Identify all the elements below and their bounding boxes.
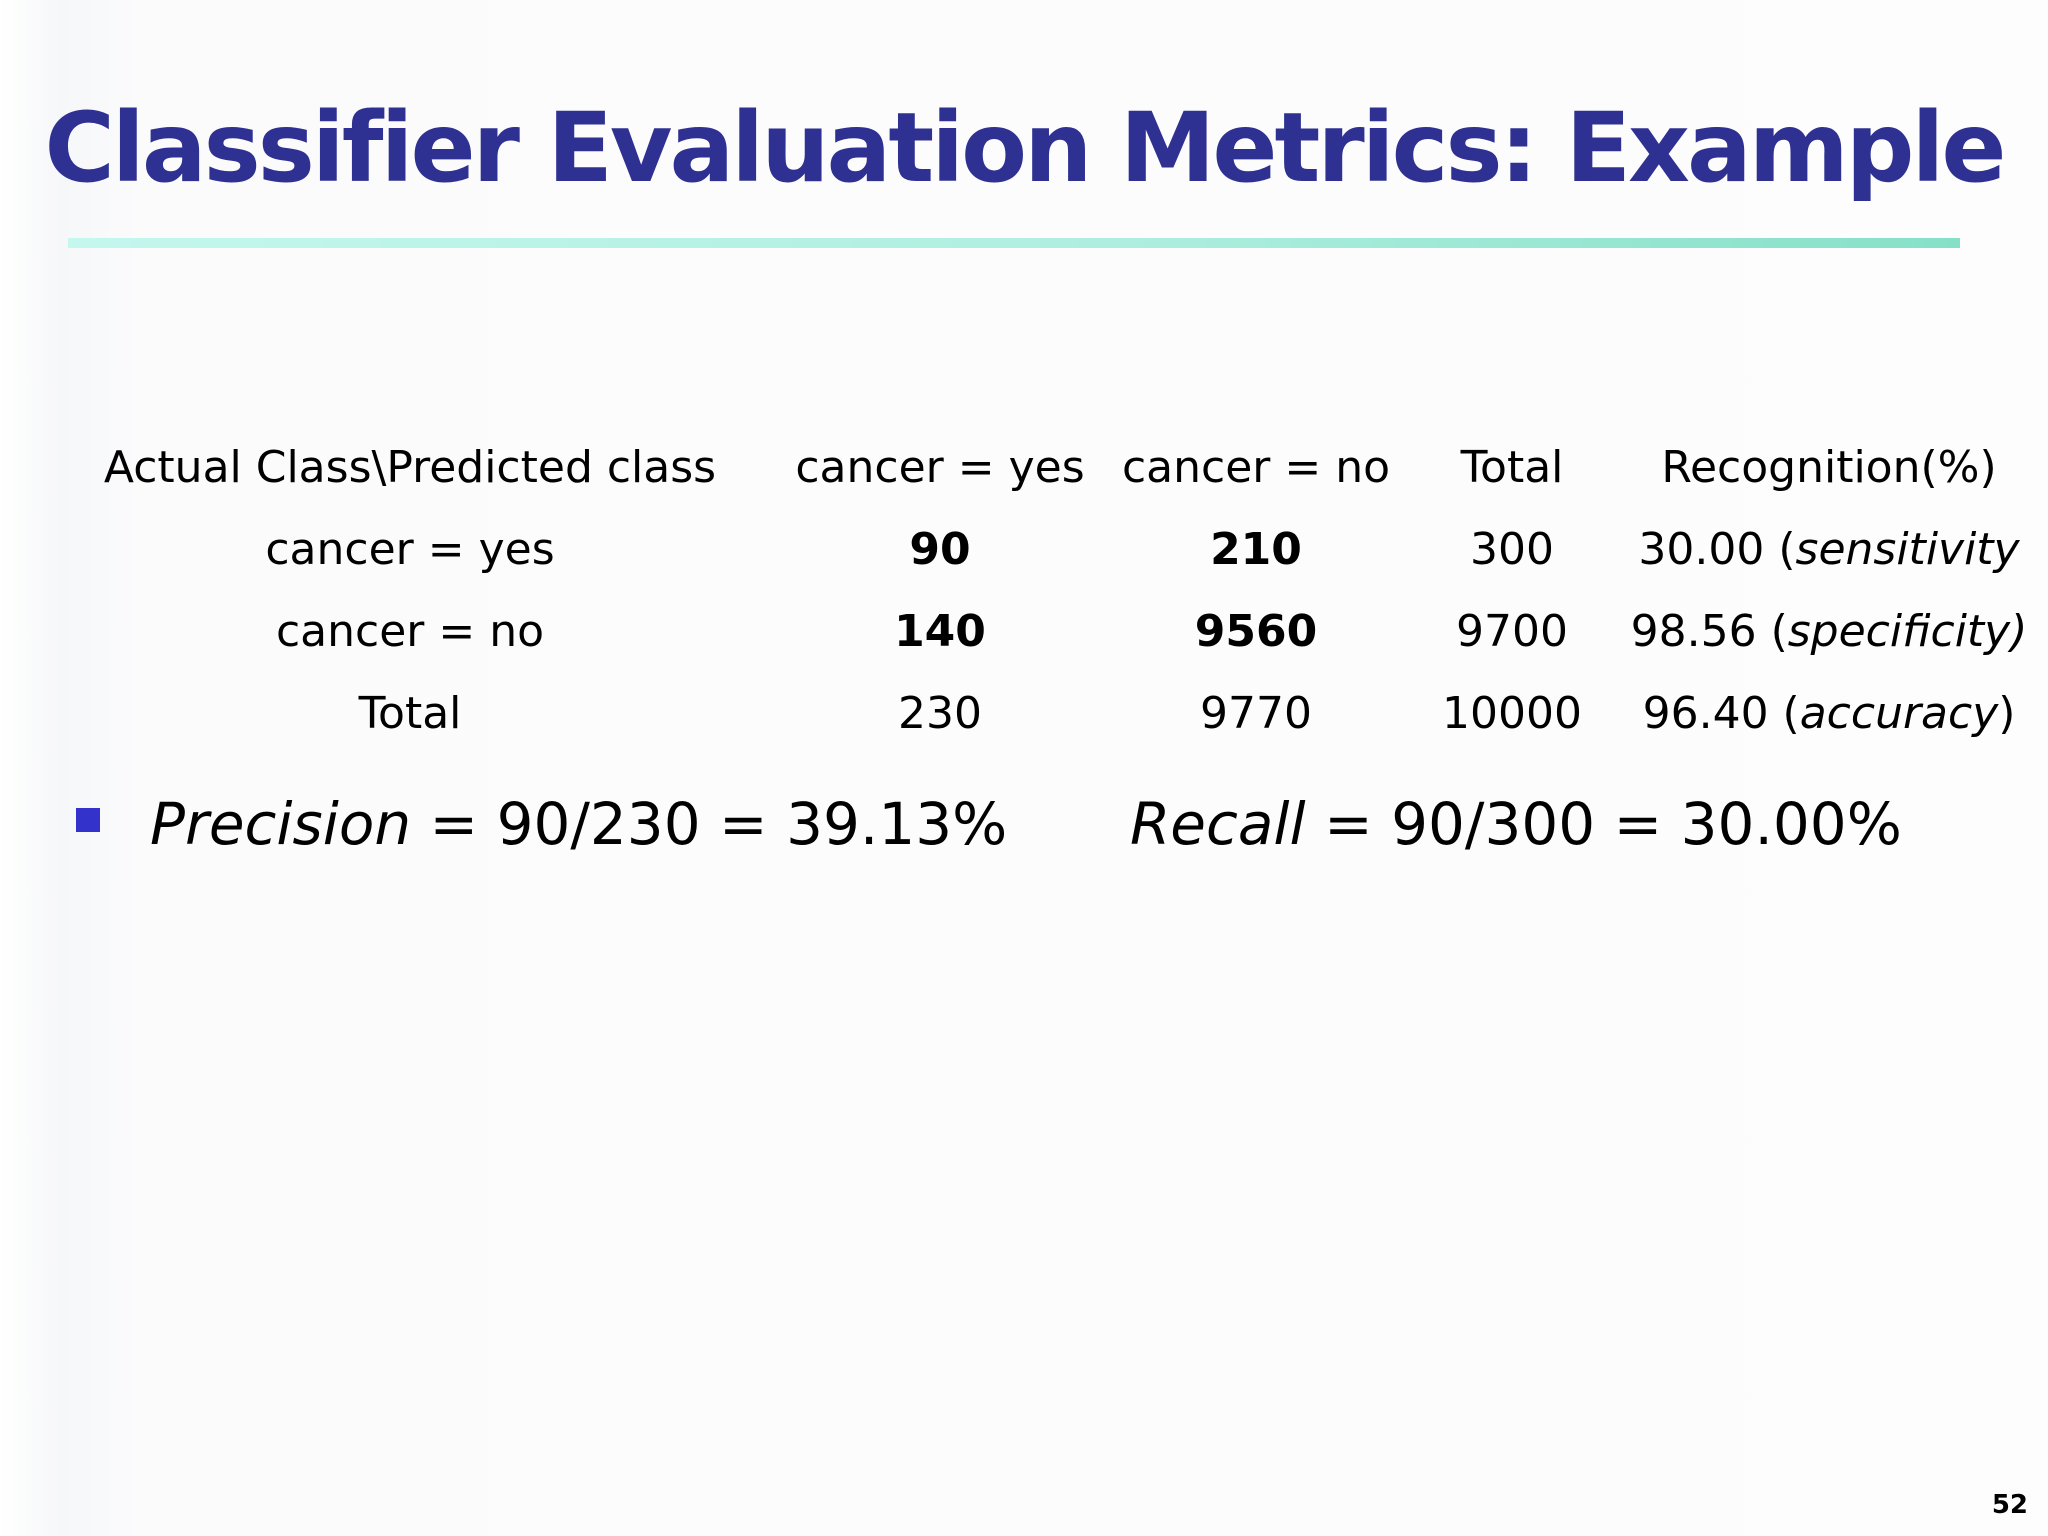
precision-expression: = 90/230 = 39.13% xyxy=(411,790,1008,858)
page-number: 52 xyxy=(1991,1490,2028,1520)
slide-title: Classifier Evaluation Metrics: Example xyxy=(44,92,2006,204)
precision-formula: Precision = 90/230 = 39.13% xyxy=(150,795,1007,853)
recall-term: Recall xyxy=(1130,790,1306,858)
bullet-square-icon xyxy=(76,808,100,832)
recall-formula: Recall = 90/300 = 30.00% xyxy=(1130,795,1902,853)
title-underline xyxy=(68,238,1960,248)
precision-term: Precision xyxy=(150,790,412,858)
recall-expression: = 90/300 = 30.00% xyxy=(1305,790,1902,858)
